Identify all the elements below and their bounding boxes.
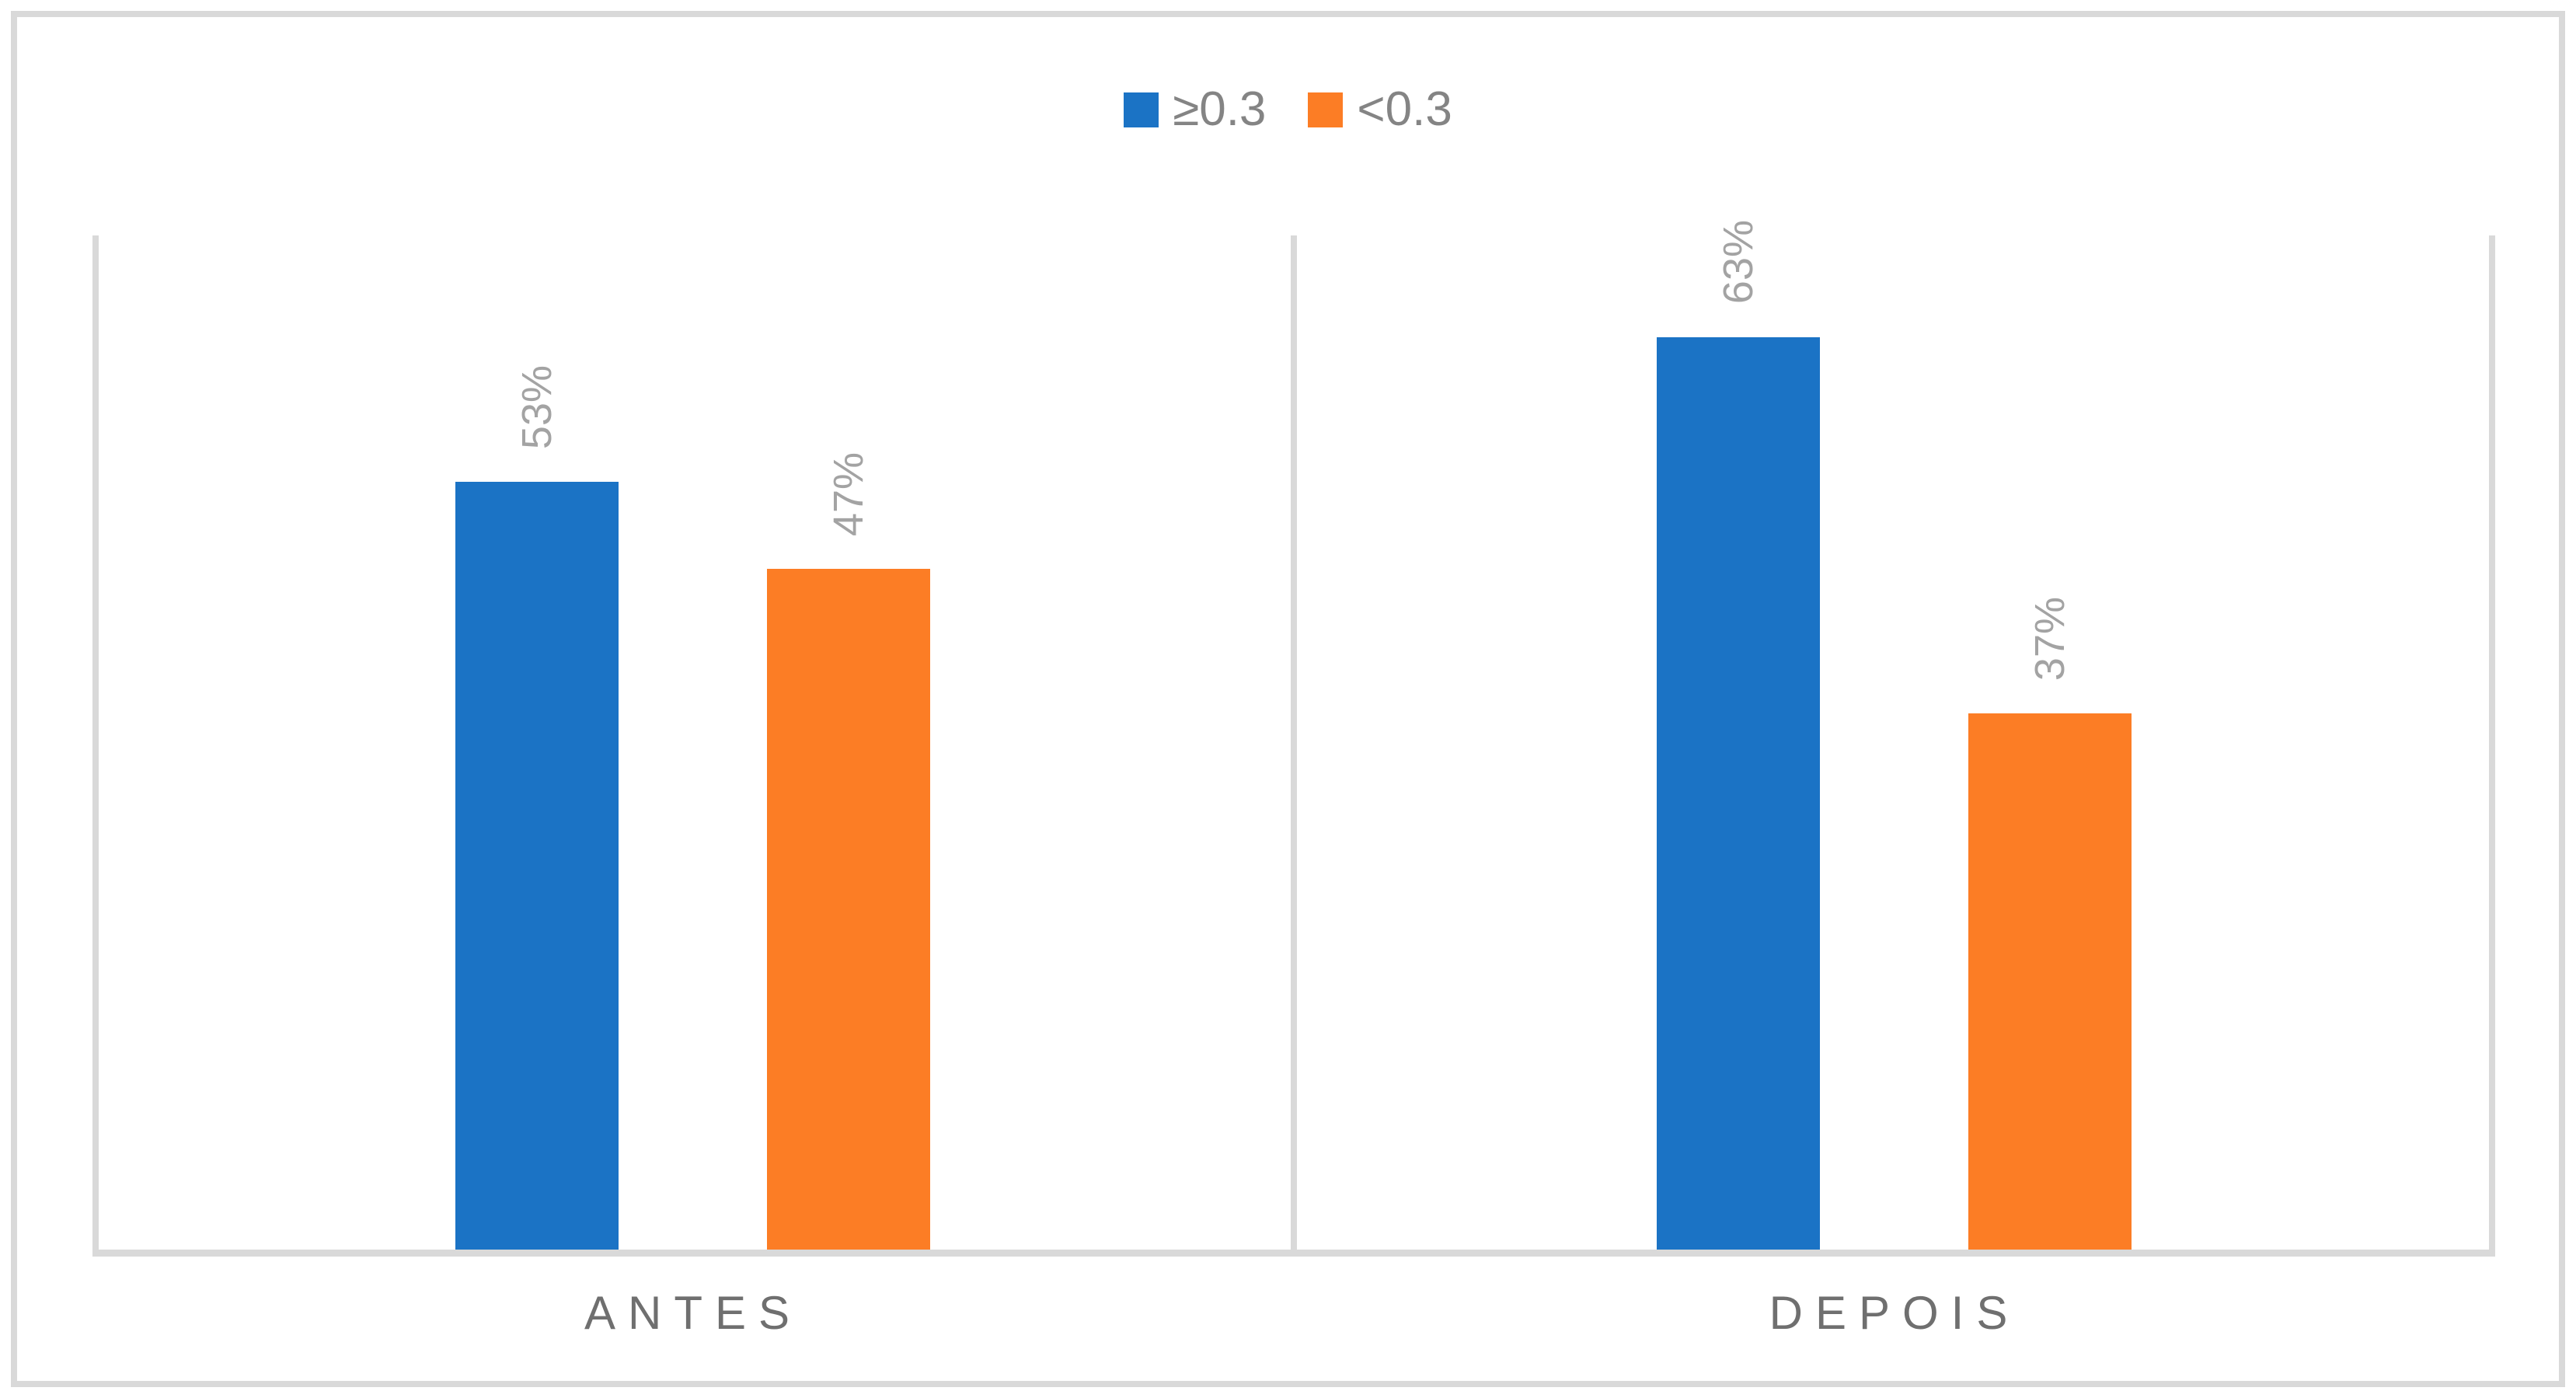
bar-antes-lt03 [767, 568, 930, 1250]
legend-swatch-orange-square-icon [1308, 92, 1344, 127]
data-label-antes-ge03: 53% [513, 364, 560, 449]
chart-border-frame: ≥0.3 <0.3 53% 47% 63% [11, 11, 2565, 1387]
bar-depois-lt03 [1968, 713, 2132, 1250]
data-label-antes-lt03: 47% [824, 451, 872, 536]
category-label-antes: ANTES [584, 1287, 803, 1339]
legend-label-ge03: ≥0.3 [1173, 82, 1267, 136]
bar-depois-ge03 [1657, 336, 1820, 1250]
legend-label-lt03: <0.3 [1357, 82, 1452, 136]
bar-antes-ge03 [455, 481, 619, 1250]
gridline-left-boundary [92, 235, 99, 1250]
legend-item-lt03: <0.3 [1308, 85, 1452, 134]
gridline-right-boundary [2489, 235, 2495, 1250]
plot-area: 53% 47% 63% 37% ANTES DEPOIS [92, 220, 2495, 1337]
legend: ≥0.3 <0.3 [17, 85, 2559, 134]
legend-swatch-blue-square-icon [1124, 92, 1159, 127]
category-label-depois: DEPOIS [1769, 1287, 2020, 1339]
gridline-category-separator [1291, 235, 1297, 1250]
data-label-depois-ge03: 63% [1714, 220, 1762, 305]
legend-item-ge03: ≥0.3 [1124, 85, 1266, 134]
data-label-depois-lt03: 37% [2026, 597, 2073, 682]
x-axis-line [92, 1250, 2495, 1257]
